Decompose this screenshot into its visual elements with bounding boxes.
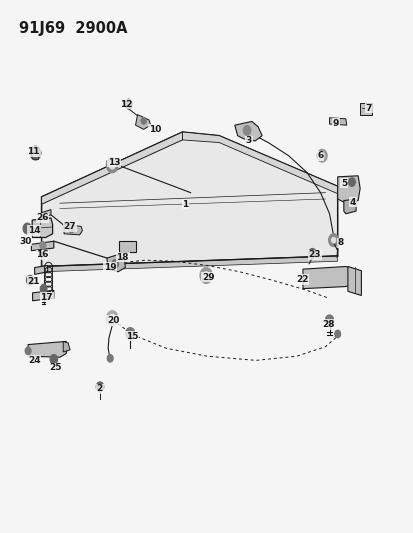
Text: 12: 12 bbox=[120, 100, 133, 109]
Text: 20: 20 bbox=[107, 316, 119, 325]
Circle shape bbox=[106, 158, 118, 173]
Circle shape bbox=[33, 150, 38, 156]
Circle shape bbox=[26, 276, 34, 285]
Circle shape bbox=[141, 118, 146, 124]
Circle shape bbox=[203, 272, 209, 279]
Circle shape bbox=[40, 241, 45, 249]
Circle shape bbox=[30, 146, 40, 160]
Circle shape bbox=[109, 161, 115, 169]
Circle shape bbox=[23, 223, 31, 234]
Circle shape bbox=[319, 152, 324, 159]
Circle shape bbox=[325, 315, 333, 326]
Text: 2: 2 bbox=[97, 384, 103, 393]
Circle shape bbox=[125, 99, 132, 109]
Polygon shape bbox=[41, 256, 337, 272]
Polygon shape bbox=[64, 224, 82, 235]
Polygon shape bbox=[33, 290, 54, 301]
Text: 19: 19 bbox=[104, 263, 116, 272]
Text: 14: 14 bbox=[28, 226, 40, 235]
Text: 13: 13 bbox=[108, 158, 120, 167]
Circle shape bbox=[50, 354, 57, 364]
Polygon shape bbox=[234, 122, 261, 141]
Text: 16: 16 bbox=[36, 251, 49, 260]
Text: 3: 3 bbox=[245, 136, 252, 146]
Polygon shape bbox=[135, 115, 150, 130]
Text: 7: 7 bbox=[365, 104, 371, 113]
Circle shape bbox=[348, 178, 354, 187]
Circle shape bbox=[334, 330, 340, 338]
Circle shape bbox=[126, 328, 134, 340]
Polygon shape bbox=[343, 199, 355, 214]
Text: 4: 4 bbox=[349, 198, 356, 207]
Text: 1: 1 bbox=[182, 200, 188, 209]
Text: 17: 17 bbox=[40, 293, 53, 302]
Text: 28: 28 bbox=[321, 320, 334, 329]
Polygon shape bbox=[182, 132, 337, 193]
Polygon shape bbox=[329, 118, 346, 125]
Circle shape bbox=[106, 311, 118, 326]
Text: 9: 9 bbox=[332, 118, 338, 127]
Circle shape bbox=[331, 238, 335, 243]
Circle shape bbox=[96, 382, 103, 392]
Polygon shape bbox=[337, 176, 359, 203]
Circle shape bbox=[25, 347, 31, 354]
Text: 5: 5 bbox=[340, 179, 347, 188]
Text: 91J69  2900A: 91J69 2900A bbox=[19, 21, 127, 36]
Text: 29: 29 bbox=[202, 272, 214, 281]
Circle shape bbox=[316, 149, 326, 162]
Bar bbox=[119, 241, 136, 252]
Circle shape bbox=[112, 260, 118, 268]
Polygon shape bbox=[41, 132, 337, 266]
Polygon shape bbox=[41, 209, 51, 218]
Polygon shape bbox=[41, 132, 182, 204]
Polygon shape bbox=[63, 342, 70, 352]
Circle shape bbox=[107, 354, 113, 362]
Text: 22: 22 bbox=[295, 275, 308, 284]
Text: 6: 6 bbox=[316, 151, 323, 160]
Text: 15: 15 bbox=[126, 332, 138, 341]
Polygon shape bbox=[302, 266, 357, 289]
Polygon shape bbox=[31, 241, 54, 251]
Polygon shape bbox=[107, 255, 125, 272]
Text: 25: 25 bbox=[50, 364, 62, 372]
Text: 24: 24 bbox=[28, 356, 40, 365]
Text: 30: 30 bbox=[19, 237, 31, 246]
Polygon shape bbox=[32, 218, 52, 238]
Polygon shape bbox=[28, 342, 68, 357]
Text: 26: 26 bbox=[36, 214, 49, 222]
Circle shape bbox=[308, 248, 315, 258]
Circle shape bbox=[109, 314, 115, 322]
Text: 18: 18 bbox=[116, 253, 128, 262]
Circle shape bbox=[243, 126, 250, 135]
Circle shape bbox=[199, 268, 212, 284]
Text: 21: 21 bbox=[27, 277, 40, 286]
Circle shape bbox=[328, 234, 338, 246]
Text: 27: 27 bbox=[63, 222, 76, 231]
Text: 11: 11 bbox=[27, 147, 40, 156]
Polygon shape bbox=[35, 265, 47, 274]
Text: 23: 23 bbox=[308, 251, 320, 260]
Circle shape bbox=[69, 225, 74, 233]
Text: 10: 10 bbox=[149, 125, 161, 134]
Polygon shape bbox=[347, 266, 361, 295]
Circle shape bbox=[40, 285, 47, 293]
Text: 8: 8 bbox=[337, 238, 343, 247]
Bar bbox=[359, 103, 372, 115]
Circle shape bbox=[335, 118, 339, 124]
